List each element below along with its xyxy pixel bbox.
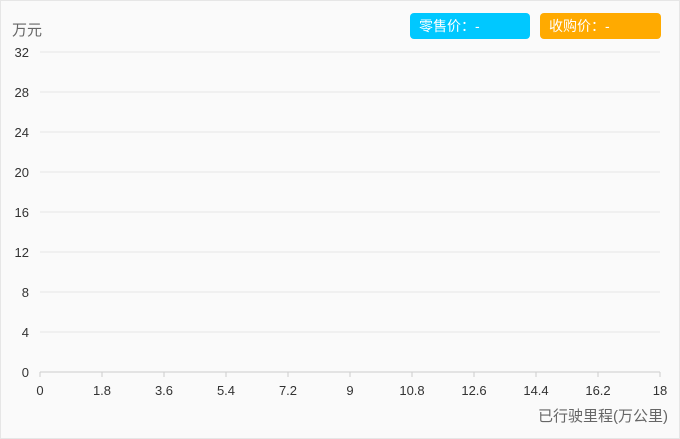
x-tick-label: 16.2 (585, 383, 610, 398)
y-tick-label: 24 (15, 125, 29, 140)
x-tick-label: 12.6 (461, 383, 486, 398)
y-tick-label: 28 (15, 85, 29, 100)
y-tick-label: 16 (15, 205, 29, 220)
legend-purchase-price[interactable]: 收购价：- (540, 13, 661, 39)
x-tick-label: 1.8 (93, 383, 111, 398)
y-axis-ticks: 0 4 8 12 16 20 24 28 32 (15, 45, 29, 380)
x-tick-label: 10.8 (399, 383, 424, 398)
x-tick-label: 3.6 (155, 383, 173, 398)
legend-retail-price[interactable]: 零售价：- (410, 13, 530, 39)
x-tick-label: 18 (653, 383, 667, 398)
x-tick-label: 7.2 (279, 383, 297, 398)
y-tick-label: 0 (22, 365, 29, 380)
x-tick-label: 14.4 (523, 383, 548, 398)
x-tick-label: 5.4 (217, 383, 235, 398)
x-axis-ticks: 0 1.8 3.6 5.4 7.2 9 10.8 12.6 14.4 16.2 18 (36, 372, 667, 398)
grid-lines (40, 51, 660, 333)
x-axis-label: 已行驶里程(万公里) (538, 408, 668, 425)
x-tick-label: 9 (346, 383, 353, 398)
y-tick-label: 12 (15, 245, 29, 260)
y-tick-label: 20 (15, 165, 29, 180)
y-tick-label: 8 (22, 285, 29, 300)
y-tick-label: 32 (15, 45, 29, 60)
y-axis-unit-label: 万元 (12, 22, 43, 39)
y-tick-label: 4 (22, 325, 29, 340)
x-tick-label: 0 (36, 383, 43, 398)
